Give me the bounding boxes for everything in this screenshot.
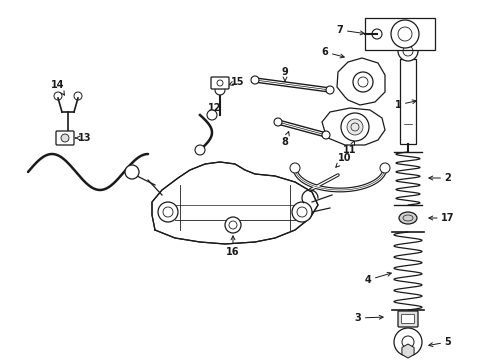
Circle shape	[195, 145, 205, 155]
Circle shape	[326, 86, 334, 94]
Text: 9: 9	[282, 67, 289, 81]
Text: 5: 5	[429, 337, 451, 347]
Bar	[400, 59, 416, 144]
FancyBboxPatch shape	[398, 311, 418, 327]
Text: 3: 3	[355, 313, 383, 323]
Text: 15: 15	[228, 77, 245, 87]
Text: 14: 14	[51, 80, 65, 95]
Text: 2: 2	[429, 173, 451, 183]
Circle shape	[215, 85, 225, 95]
Circle shape	[402, 336, 414, 348]
Text: 6: 6	[321, 47, 344, 58]
Text: 16: 16	[226, 236, 240, 257]
Circle shape	[394, 328, 422, 356]
Polygon shape	[152, 162, 318, 244]
Polygon shape	[337, 58, 385, 105]
FancyBboxPatch shape	[211, 77, 229, 89]
Circle shape	[61, 134, 69, 142]
Circle shape	[251, 76, 259, 84]
Text: 12: 12	[208, 103, 222, 117]
Text: 17: 17	[429, 213, 455, 223]
Circle shape	[380, 163, 390, 173]
Circle shape	[398, 41, 418, 61]
Circle shape	[292, 202, 312, 222]
Polygon shape	[322, 108, 385, 145]
FancyBboxPatch shape	[401, 315, 415, 324]
Circle shape	[158, 202, 178, 222]
Text: 10: 10	[336, 153, 352, 167]
Text: 7: 7	[337, 25, 364, 35]
Circle shape	[290, 163, 300, 173]
Bar	[365, 18, 435, 50]
Circle shape	[353, 72, 373, 92]
Circle shape	[391, 20, 419, 48]
Text: 1: 1	[394, 100, 416, 110]
Circle shape	[322, 131, 330, 139]
Circle shape	[372, 29, 382, 39]
Circle shape	[125, 165, 139, 179]
Text: 13: 13	[75, 133, 92, 143]
FancyBboxPatch shape	[56, 131, 74, 145]
Circle shape	[341, 113, 369, 141]
Circle shape	[274, 118, 282, 126]
Circle shape	[225, 217, 241, 233]
Text: 11: 11	[343, 141, 357, 155]
Text: 4: 4	[365, 272, 392, 285]
Ellipse shape	[399, 212, 417, 224]
Circle shape	[347, 119, 363, 135]
Text: 8: 8	[282, 132, 289, 147]
Polygon shape	[402, 344, 414, 358]
Circle shape	[207, 110, 217, 120]
